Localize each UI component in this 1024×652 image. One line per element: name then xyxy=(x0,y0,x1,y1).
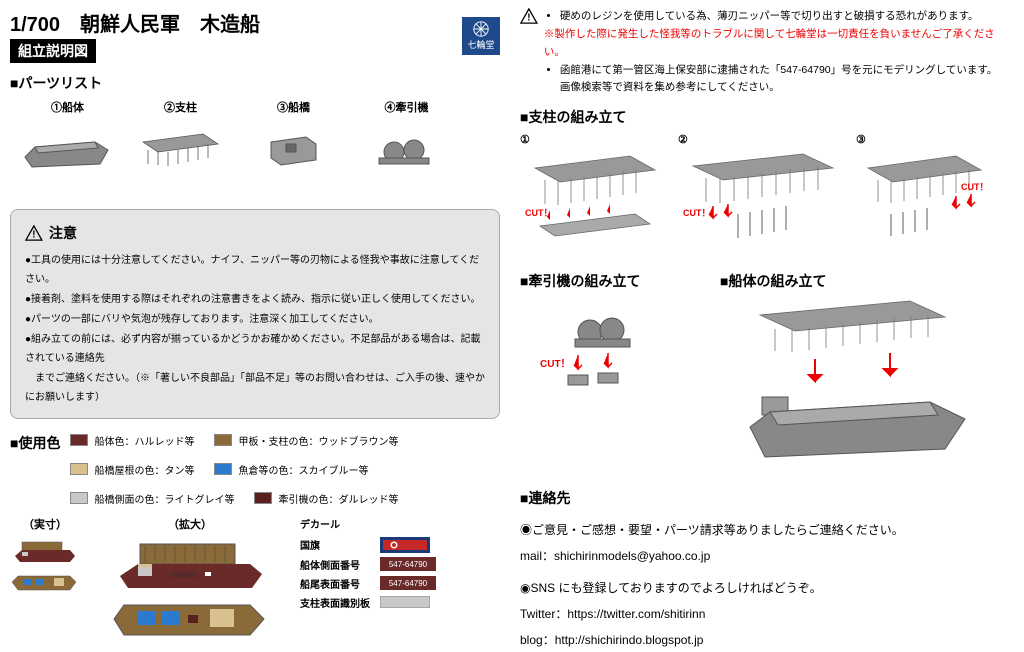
part-pillar: ②支柱 xyxy=(133,99,228,179)
warning-icon: ! xyxy=(25,225,43,241)
ship-zoom: （拡大） xyxy=(110,516,270,641)
top-warnings: ! 硬めのレジンを使用している為、薄刃ニッパー等で切り出すと破損する恐れがありま… xyxy=(520,8,1014,97)
decal-column: デカール 国旗 船体側面番号547-64790 船尾表面番号547-64790 … xyxy=(300,516,436,641)
hull-assembly-heading: ■船体の組み立て xyxy=(720,271,980,291)
pillar-assembly-heading: ■支柱の組み立て xyxy=(520,107,1014,127)
svg-text:!: ! xyxy=(527,12,530,23)
svg-text:CUT！: CUT！ xyxy=(961,182,989,192)
hull-assembly-diagram xyxy=(720,297,980,467)
svg-text:547-64790: 547-64790 xyxy=(389,560,428,569)
subtitle-box: 組立説明図 xyxy=(10,39,96,63)
part-winch: ④牽引機 xyxy=(359,99,454,179)
part-hull: ①船体 xyxy=(20,99,115,179)
svg-text:547-64790: 547-64790 xyxy=(389,579,428,588)
warning-icon: ! xyxy=(520,8,538,24)
winch-assembly-diagram: CUT！ xyxy=(520,297,680,407)
page-title: 1/700 朝鮮人民軍 木造船 xyxy=(10,8,260,37)
parts-row: ①船体 ②支柱 ③船橋 ④牽引機 xyxy=(10,99,500,179)
svg-text:!: ! xyxy=(32,230,35,241)
pillar-assembly-row: ① CUT！ ② CUT！ ③ CUT！ xyxy=(520,133,1014,251)
colors-row: 船体色：ハルレッド等 甲板・支柱の色：ウッドブラウン等 船橋屋根の色：タン等 魚… xyxy=(70,433,500,506)
svg-text:CUT！: CUT！ xyxy=(683,208,711,218)
brand-logo: 七輪堂 xyxy=(462,17,500,55)
part-bridge: ③船橋 xyxy=(246,99,341,179)
svg-text:CUT！: CUT！ xyxy=(540,358,571,370)
contact-section: ■連絡先 ◉ご意見・ご感想・要望・パーツ請求等ありましたらご連絡ください。 ma… xyxy=(520,484,1014,652)
ship-real-size: （実寸） xyxy=(10,516,80,641)
caution-box: !注意 ●工具の使用には十分注意してください。ナイフ、ニッパー等の刃物による怪我… xyxy=(10,209,500,419)
winch-assembly-heading: ■牽引機の組み立て xyxy=(520,271,680,291)
parts-list-heading: ■パーツリスト xyxy=(10,73,500,93)
colors-heading: ■使用色 xyxy=(10,433,60,453)
